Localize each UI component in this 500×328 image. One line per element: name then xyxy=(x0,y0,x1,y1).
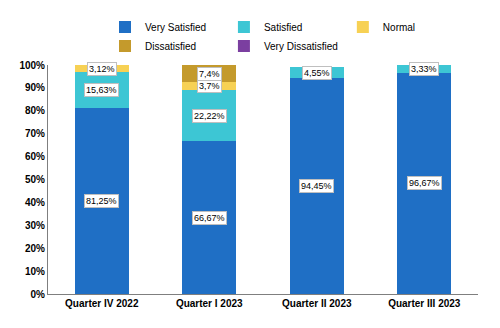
svg-text:3,7%: 3,7% xyxy=(199,81,220,91)
svg-text:30%: 30% xyxy=(25,220,45,231)
svg-text:0%: 0% xyxy=(31,289,46,300)
svg-text:22,22%: 22,22% xyxy=(194,111,225,121)
svg-text:20%: 20% xyxy=(25,243,45,254)
svg-text:15,63%: 15,63% xyxy=(86,85,117,95)
svg-text:Quarter I 2023: Quarter I 2023 xyxy=(176,298,243,309)
svg-text:50%: 50% xyxy=(25,174,45,185)
svg-text:Quarter IV 2022: Quarter IV 2022 xyxy=(65,298,139,309)
svg-text:3,12%: 3,12% xyxy=(89,64,115,74)
svg-text:4,55%: 4,55% xyxy=(304,68,330,78)
svg-text:80%: 80% xyxy=(25,105,45,116)
svg-text:70%: 70% xyxy=(25,128,45,139)
svg-text:66,67%: 66,67% xyxy=(194,213,225,223)
svg-text:10%: 10% xyxy=(25,266,45,277)
svg-text:60%: 60% xyxy=(25,151,45,162)
svg-text:100%: 100% xyxy=(19,60,45,71)
svg-text:40%: 40% xyxy=(25,197,45,208)
svg-text:7,4%: 7,4% xyxy=(199,69,220,79)
svg-text:Dissatisfied: Dissatisfied xyxy=(145,41,196,52)
svg-text:90%: 90% xyxy=(25,82,45,93)
svg-text:Quarter II 2023: Quarter II 2023 xyxy=(282,298,352,309)
svg-text:94,45%: 94,45% xyxy=(301,181,332,191)
svg-text:3,33%: 3,33% xyxy=(411,64,437,74)
svg-text:Quarter III 2023: Quarter III 2023 xyxy=(388,298,461,309)
svg-text:Normal: Normal xyxy=(383,22,415,33)
svg-text:96,67%: 96,67% xyxy=(409,178,440,188)
svg-text:Very Satisfied: Very Satisfied xyxy=(145,22,206,33)
svg-text:Satisfied: Satisfied xyxy=(264,22,302,33)
svg-text:Very Dissatisfied: Very Dissatisfied xyxy=(264,41,338,52)
svg-text:81,25%: 81,25% xyxy=(86,196,117,206)
